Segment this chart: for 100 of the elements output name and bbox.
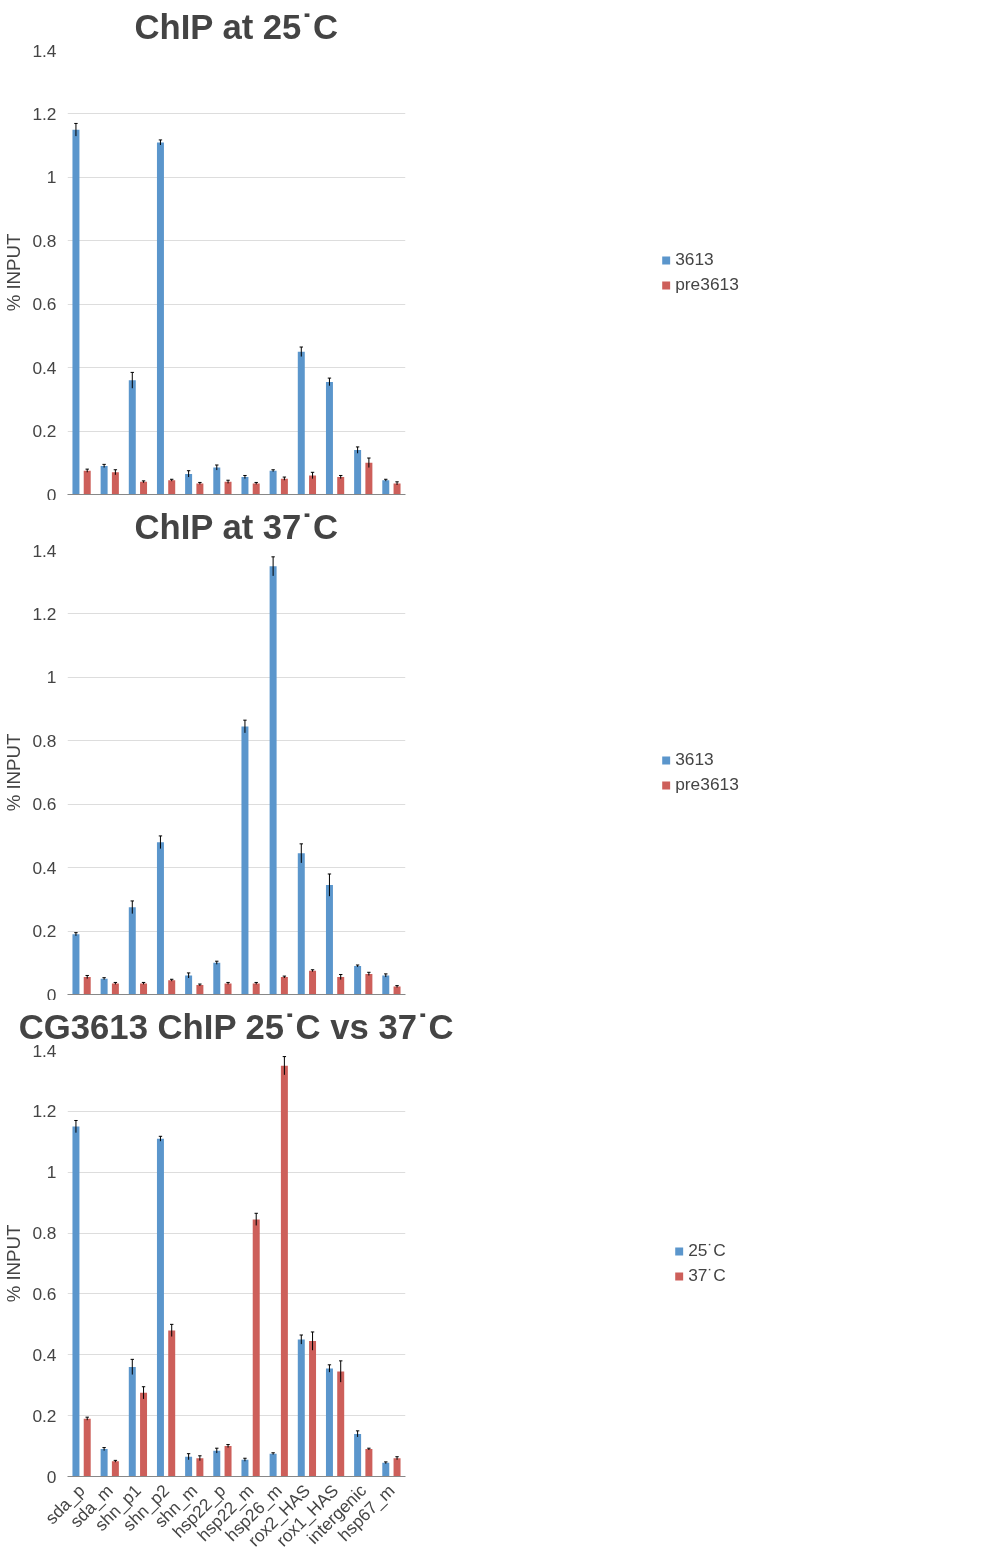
bar <box>354 965 362 995</box>
y-tick-label: 1.4 <box>32 40 57 61</box>
bar <box>325 885 333 995</box>
bar <box>337 477 345 495</box>
bar <box>100 1449 108 1477</box>
bar <box>325 1368 333 1477</box>
bar <box>168 1330 176 1477</box>
bar <box>365 1449 373 1477</box>
bar <box>128 907 136 995</box>
bar <box>252 1219 260 1477</box>
chart-title: ChIP at 25˙C <box>134 7 338 46</box>
legend-label: pre3613 <box>675 774 739 795</box>
bar <box>241 726 249 995</box>
bar <box>83 470 91 495</box>
bar <box>156 842 164 995</box>
bar <box>213 962 221 995</box>
bar <box>382 1462 390 1477</box>
y-tick-label: 0.8 <box>32 1223 57 1244</box>
y-tick-label: 0 <box>46 484 57 505</box>
y-tick-label: 1.2 <box>32 103 57 124</box>
bar <box>185 473 193 495</box>
bar <box>128 1366 136 1477</box>
bar <box>224 1446 232 1477</box>
bar <box>337 977 345 995</box>
y-tick-label: 0.8 <box>32 730 57 751</box>
y-tick-label: 0.6 <box>32 794 57 815</box>
bar <box>140 481 148 495</box>
y-tick-label: 0.8 <box>32 230 57 251</box>
y-tick-label: 0.6 <box>32 294 57 315</box>
bar <box>252 483 260 495</box>
bar <box>365 973 373 995</box>
bar <box>309 970 317 995</box>
bar <box>140 983 148 995</box>
y-tick-label: 1.2 <box>32 603 57 624</box>
bar <box>83 1418 91 1477</box>
y-tick-label: 0.4 <box>32 357 57 378</box>
bar <box>100 978 108 995</box>
y-tick-label: 0.6 <box>32 1283 57 1304</box>
y-axis-title: % INPUT <box>3 733 25 812</box>
bar <box>280 1065 288 1477</box>
bar <box>269 470 277 495</box>
bar <box>185 1456 193 1477</box>
legend-label: 37˙C <box>688 1265 726 1286</box>
bar <box>72 129 80 495</box>
bar <box>325 381 333 495</box>
bar <box>196 984 204 995</box>
bar <box>224 983 232 995</box>
legend-label: 3613 <box>675 749 714 770</box>
bar <box>241 477 249 495</box>
y-tick-label: 1 <box>46 667 57 688</box>
bar <box>213 1450 221 1477</box>
bar <box>196 483 204 495</box>
bar <box>382 480 390 495</box>
y-axis-title: % INPUT <box>3 1224 25 1303</box>
y-tick-label: 0.2 <box>32 921 57 942</box>
bar <box>128 380 136 495</box>
chart-title: ChIP at 37˙C <box>134 507 338 546</box>
y-tick-label: 0 <box>46 984 57 1005</box>
bar <box>83 977 91 995</box>
bar <box>111 983 119 995</box>
bar <box>297 351 305 495</box>
legend-label: 25˙C <box>688 1240 726 1261</box>
legend-label: 3613 <box>675 249 714 270</box>
bar <box>185 975 193 995</box>
bar <box>196 1458 204 1477</box>
bar <box>168 980 176 995</box>
bar <box>309 1341 317 1477</box>
bar <box>269 566 277 995</box>
y-axis-title: % INPUT <box>3 233 25 312</box>
bar <box>280 977 288 995</box>
bar <box>382 975 390 995</box>
bar <box>354 1433 362 1477</box>
y-tick-label: 1.4 <box>32 540 57 561</box>
bar <box>393 1458 401 1477</box>
bar <box>337 1371 345 1477</box>
bar <box>72 934 80 995</box>
bar <box>111 1461 119 1477</box>
y-tick-label: 1.2 <box>32 1101 57 1122</box>
bar <box>297 853 305 995</box>
bar <box>156 142 164 495</box>
bar <box>224 481 232 495</box>
bar <box>297 1339 305 1477</box>
legend-label: pre3613 <box>675 274 739 295</box>
bar <box>241 1459 249 1477</box>
bar <box>269 1453 277 1477</box>
bar <box>213 467 221 495</box>
bar <box>100 465 108 495</box>
bar <box>156 1138 164 1477</box>
y-tick-label: 0 <box>46 1466 57 1487</box>
y-tick-label: 1 <box>46 167 57 188</box>
y-tick-label: 0.2 <box>32 1405 57 1426</box>
y-tick-label: 0.2 <box>32 421 57 442</box>
bar <box>168 480 176 495</box>
bar <box>365 462 373 495</box>
bar <box>309 475 317 495</box>
bar <box>354 450 362 495</box>
bar <box>140 1392 148 1477</box>
bar <box>111 472 119 495</box>
y-tick-label: 0.4 <box>32 857 57 878</box>
y-tick-label: 0.4 <box>32 1344 57 1365</box>
